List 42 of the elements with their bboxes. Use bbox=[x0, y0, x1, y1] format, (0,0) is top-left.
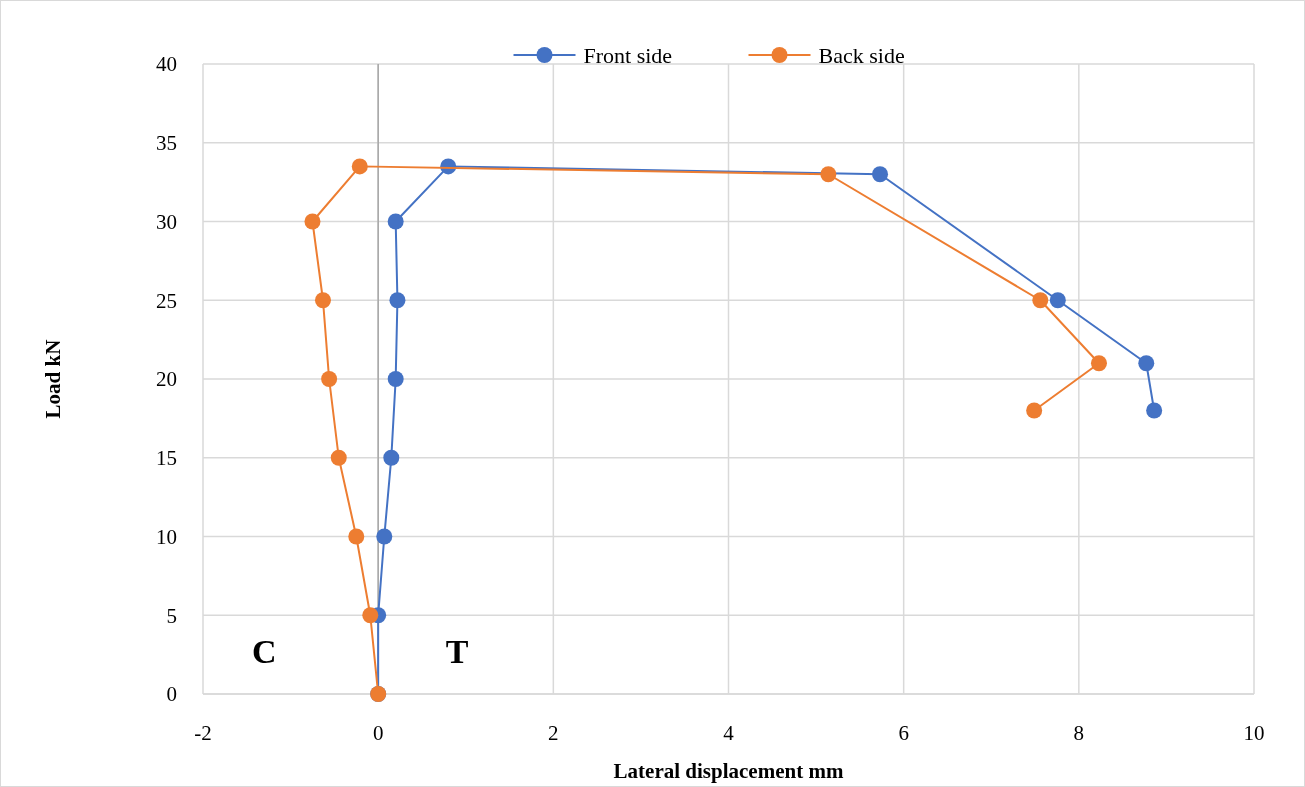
point bbox=[362, 607, 379, 624]
x-axis-title: Lateral displacement mm bbox=[613, 759, 844, 783]
point bbox=[321, 371, 338, 387]
point bbox=[820, 166, 837, 183]
point bbox=[872, 166, 889, 183]
point bbox=[1032, 292, 1049, 309]
y-tick-label: 10 bbox=[156, 524, 177, 549]
x-tick-label: 8 bbox=[1073, 721, 1085, 745]
point bbox=[387, 213, 404, 230]
point bbox=[1138, 355, 1155, 372]
point bbox=[376, 528, 393, 545]
y-tick-label: 15 bbox=[156, 446, 177, 471]
point bbox=[1090, 355, 1107, 372]
point bbox=[1049, 292, 1066, 309]
point bbox=[383, 449, 400, 466]
point bbox=[1026, 402, 1043, 419]
point bbox=[314, 292, 331, 309]
legend-label: Front side bbox=[583, 42, 673, 68]
point bbox=[330, 449, 347, 466]
x-tick-label: -2 bbox=[194, 721, 212, 745]
y-tick-label: 35 bbox=[156, 131, 177, 156]
x-tick-label: 2 bbox=[548, 721, 559, 745]
point bbox=[348, 528, 365, 545]
y-tick-label: 0 bbox=[166, 682, 177, 707]
legend-label: Back side bbox=[818, 42, 905, 68]
point bbox=[351, 158, 368, 175]
x-tick-label: 0 bbox=[372, 721, 384, 745]
x-tick-label: 6 bbox=[898, 721, 909, 745]
y-axis-title: Load kN bbox=[41, 339, 65, 419]
y-tick-label: 20 bbox=[156, 367, 177, 392]
y-tick-label: 30 bbox=[156, 209, 177, 234]
annotation: C bbox=[252, 632, 277, 670]
y-tick-label: 40 bbox=[156, 52, 177, 77]
y-tick-label: 5 bbox=[166, 603, 177, 628]
y-tick-label: 25 bbox=[156, 288, 177, 313]
point bbox=[387, 371, 404, 387]
x-tick-label: 10 bbox=[1243, 721, 1265, 745]
point bbox=[304, 213, 321, 230]
annotation: T bbox=[445, 632, 469, 670]
point bbox=[389, 292, 406, 309]
point bbox=[1146, 402, 1163, 419]
x-tick-label: 4 bbox=[723, 721, 735, 745]
